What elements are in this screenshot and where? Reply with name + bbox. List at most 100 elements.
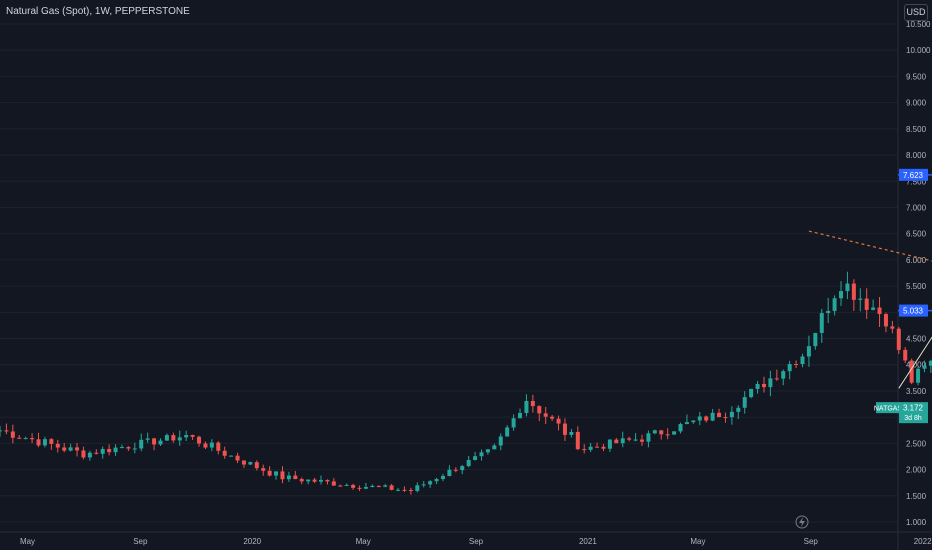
x-tick-label: 2021 <box>579 537 597 546</box>
candle-body <box>620 438 625 444</box>
candle-body <box>749 388 754 398</box>
candle-body <box>883 314 888 327</box>
candle-body <box>781 371 786 379</box>
candle-body <box>492 445 497 450</box>
currency-button[interactable]: USD <box>904 4 928 21</box>
candle-body <box>678 424 683 432</box>
candle-body <box>562 423 567 435</box>
candle-body <box>601 446 606 449</box>
candle-body <box>267 470 272 476</box>
candle-body <box>691 420 696 423</box>
candle-body <box>710 412 715 421</box>
y-tick-label: 9.000 <box>906 99 927 108</box>
candle-body <box>68 447 73 451</box>
candle-body <box>826 310 831 314</box>
chart-title: Natural Gas (Spot), 1W, PEPPERSTONE <box>6 6 190 17</box>
x-tick-label: Sep <box>469 537 484 546</box>
candle-body <box>171 435 176 441</box>
candle-body <box>607 439 612 449</box>
candle-body <box>81 450 86 458</box>
candle-body <box>447 469 452 476</box>
candle-body <box>94 452 99 454</box>
y-tick-label: 2.000 <box>906 466 927 475</box>
y-tick-label: 7.000 <box>906 203 927 212</box>
lightning-icon-bolt <box>799 517 805 527</box>
candle-body <box>428 481 433 485</box>
candle-body <box>158 440 163 445</box>
candle-body <box>62 447 67 451</box>
candle-body <box>222 450 227 456</box>
candle-body <box>415 485 420 491</box>
y-tick-label: 1.500 <box>906 492 927 501</box>
candle-body <box>306 479 311 482</box>
candle-body <box>851 283 856 300</box>
candle-body <box>511 418 516 428</box>
candle-body <box>331 481 336 486</box>
candle-body <box>839 291 844 299</box>
candle-body <box>896 328 901 350</box>
y-tick-label: 10.500 <box>906 20 931 29</box>
level-label: 5.033 <box>903 307 924 316</box>
lightning-icon <box>795 515 809 529</box>
candle-body <box>652 430 657 434</box>
candle-body <box>858 298 863 300</box>
y-tick-label: 4.000 <box>906 361 927 370</box>
candle-body <box>376 485 381 487</box>
candle-body <box>421 484 426 486</box>
candle-body <box>813 332 818 347</box>
candle-body <box>755 383 760 389</box>
candle-body <box>274 471 279 476</box>
candle-body <box>248 462 253 465</box>
x-tick-label: Sep <box>804 537 819 546</box>
y-tick-label: 10.000 <box>906 46 931 55</box>
candle-body <box>736 407 741 412</box>
candle-body <box>864 298 869 310</box>
candle-body <box>774 378 779 380</box>
candle-body <box>588 446 593 450</box>
candle-body <box>877 307 882 315</box>
candle-body <box>614 439 619 444</box>
candle-body <box>595 446 600 448</box>
candle-body <box>761 383 766 388</box>
candle-body <box>473 456 478 460</box>
candle-body <box>351 484 356 488</box>
candle-body <box>800 356 805 365</box>
candle-body <box>235 455 240 461</box>
candle-body <box>524 400 529 413</box>
candle-body <box>684 422 689 425</box>
y-tick-label: 8.000 <box>906 151 927 160</box>
candle-body <box>550 416 555 419</box>
candle-body <box>909 360 914 383</box>
candle-body <box>23 438 28 440</box>
candle-body <box>768 378 773 388</box>
candle-body <box>633 439 638 441</box>
candle-body <box>17 437 22 439</box>
candle-body <box>729 411 734 418</box>
symbol-tag: NATGAS <box>874 406 903 413</box>
candle-body <box>216 442 221 451</box>
y-tick-label: 4.500 <box>906 335 927 344</box>
candle-body <box>4 430 9 432</box>
y-tick-label: 3.500 <box>906 387 927 396</box>
candle-body <box>87 452 92 458</box>
candle-body <box>389 485 394 490</box>
candle-body <box>396 489 401 491</box>
candle-body <box>184 435 189 438</box>
candle-body <box>928 360 932 366</box>
candle-body <box>261 468 266 471</box>
candle-body <box>107 448 112 453</box>
candle-body <box>299 479 304 482</box>
candle-body <box>569 431 574 435</box>
y-tick-label: 6.000 <box>906 256 927 265</box>
candle-body <box>460 466 465 471</box>
candle-body <box>742 397 747 408</box>
candle-body <box>871 307 876 310</box>
candle-body <box>845 283 850 292</box>
candle-body <box>806 346 811 357</box>
candle-body <box>197 436 202 444</box>
candle-body <box>582 449 587 451</box>
candle-body <box>832 298 837 311</box>
candle-body <box>408 489 413 491</box>
candle-body <box>203 443 208 448</box>
